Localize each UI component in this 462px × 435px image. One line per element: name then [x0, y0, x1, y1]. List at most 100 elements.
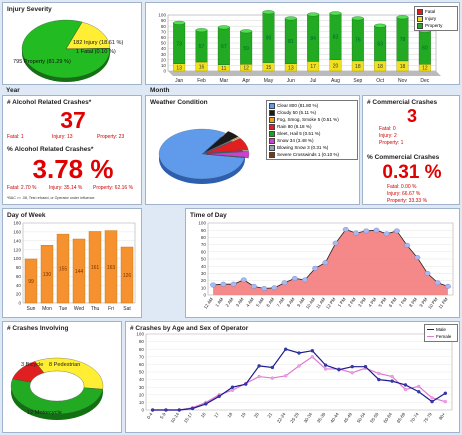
month-injury-value: 16 — [199, 65, 205, 71]
tod-point — [332, 240, 339, 246]
weather-slice-4 — [205, 150, 249, 154]
month-injury-value: 18 — [377, 64, 383, 70]
month-injury-value: 12 — [243, 66, 249, 72]
age-point-male — [217, 394, 221, 399]
month-x-tick: Oct — [376, 78, 384, 84]
dow-x-tick: Thu — [91, 306, 100, 312]
month-x-tick: Aug — [331, 78, 340, 84]
month-injury-value: 13 — [176, 65, 182, 71]
tod-x-tick: 11 AM — [315, 296, 326, 309]
weather-pie-chart — [158, 128, 250, 184]
legend-swatch — [269, 137, 275, 144]
month-property-value: 81 — [288, 39, 294, 45]
age-x-tick: 75-79 — [422, 411, 433, 424]
month-bar-top — [217, 25, 230, 30]
involving-hole — [29, 370, 85, 402]
alcohol-note: *BAC >= .08, Test refused, or Operator u… — [7, 196, 96, 200]
commercial-injury: Injury: 2 — [379, 133, 397, 139]
month-x-tick: Jul — [310, 78, 316, 84]
age-x-tick: 80+ — [438, 411, 447, 420]
weather-legend-item: Severe Crosswinds 1 (0.10 %) — [269, 151, 355, 158]
commercial-pct: 0.31 % — [382, 162, 442, 183]
legend-label: Rain 80 (8.18 %) — [277, 124, 312, 129]
commercial-pct-property: Property: 33.33 % — [387, 198, 428, 204]
legend-label: Blowing Snow 3 (0.31 %) — [277, 145, 329, 150]
month-bar-chart: 01020304050607080901007313Jan5716Feb6711… — [158, 10, 441, 84]
age-y-tick: 30 — [139, 385, 145, 390]
weather-panel: Weather Condition Clear 800 (81.80 %) Clo… — [145, 95, 360, 205]
dow-bar-value: 130 — [43, 272, 52, 278]
dow-y-tick: 120 — [13, 247, 21, 252]
commercial-count: 3 — [406, 106, 417, 126]
tod-point — [291, 275, 298, 281]
month-bar-top — [195, 28, 208, 33]
tod-y-tick: 10 — [201, 285, 207, 290]
age-point-male — [230, 385, 235, 389]
age-point-male — [337, 368, 341, 372]
crashes-involving-title: # Crashes Involving — [7, 325, 69, 332]
tod-x-tick: 12 PM — [325, 296, 337, 310]
month-bar-top — [173, 20, 186, 25]
month-injury-value: 18 — [400, 64, 406, 70]
age-sex-panel: # Crashes by Age and Sex of Operator 0 10… — [125, 321, 460, 433]
age-x-tick: 55-59 — [369, 411, 380, 424]
alcohol-count-title: # Alcohol Related Crashes* — [7, 99, 92, 106]
age-point-male — [177, 408, 181, 412]
month-x-tick: Jun — [287, 78, 295, 84]
month-property-value: 76 — [355, 38, 361, 44]
involving-label-pedestrian: 8 Pedestrian — [49, 362, 80, 368]
tod-y-tick: 40 — [201, 264, 207, 269]
tod-point — [342, 227, 349, 232]
tod-point — [414, 255, 421, 261]
tod-x-tick: 3 PM — [357, 296, 367, 308]
tod-x-tick: 10 AM — [305, 296, 316, 309]
commercial-count-title: # Commercial Crashes — [367, 99, 438, 106]
tod-y-tick: 100 — [198, 221, 206, 226]
age-point-male — [323, 363, 328, 367]
tod-point — [250, 283, 257, 289]
dow-x-tick: Sat — [123, 306, 131, 312]
age-point-female — [297, 364, 301, 368]
age-point-male — [430, 399, 434, 404]
month-y-tick: 50 — [161, 41, 167, 46]
year-label: Year — [6, 87, 20, 94]
age-x-tick: 15-17 — [183, 411, 194, 424]
legend-swatch — [269, 109, 275, 116]
age-point-male — [297, 351, 301, 355]
age-y-tick: 80 — [139, 347, 145, 352]
month-bar-top — [284, 16, 297, 21]
dow-bar — [72, 238, 86, 304]
dow-y-tick: 60 — [16, 274, 22, 279]
legend-male: Male — [427, 326, 455, 333]
age-x-tick: 5-9 — [159, 411, 167, 420]
alcohol-pct: 3.78 % — [32, 154, 114, 184]
month-bar-top — [307, 12, 320, 17]
alcohol-injury: Injury: 13 — [52, 134, 73, 140]
dow-bar-value: 163 — [107, 265, 116, 271]
age-point-male — [310, 349, 315, 353]
month-x-tick: Feb — [197, 78, 206, 84]
dow-bar-value: 155 — [59, 267, 68, 273]
month-property-value: 73 — [176, 41, 182, 47]
dow-y-tick: 180 — [13, 221, 21, 226]
age-x-tick: 20 — [253, 411, 260, 418]
dow-bar — [120, 246, 134, 304]
injury-slice-0 — [65, 21, 111, 50]
injury-severity-title: Injury Severity — [7, 6, 52, 13]
day-of-week-bar-chart: 0 20 40 60 80 100 120 140 160 180 99 Sun 130 Mon 155 Tu… — [13, 221, 136, 312]
month-bar-top — [351, 16, 364, 21]
crashes-involving-donut: 3 Bicycle 8 Pedestrian 12 Motorcycle — [10, 357, 104, 420]
month-bar-top — [329, 11, 342, 16]
tod-point — [404, 242, 411, 248]
injury-slice-label: 795 Property (81.29 %) — [13, 59, 71, 65]
age-point-male — [350, 364, 354, 369]
month-property-value: 83 — [333, 35, 339, 41]
age-point-female — [230, 388, 235, 392]
commercial-pct-fatal: Fatal: 0.00 % — [387, 184, 417, 190]
tod-y-tick: 20 — [201, 278, 207, 283]
legend-label: Clear 800 (81.80 %) — [277, 103, 319, 108]
tod-point — [240, 277, 247, 283]
age-y-tick: 50 — [139, 370, 145, 375]
age-point-female — [390, 374, 394, 379]
